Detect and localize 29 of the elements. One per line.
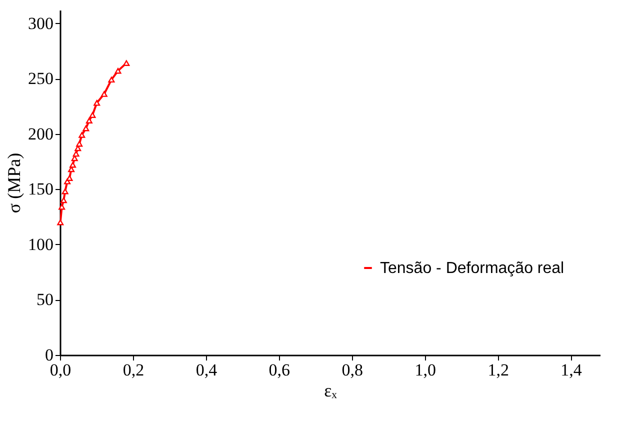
x-tick-label: 1,0: [414, 360, 436, 380]
x-tick-label: 1,4: [560, 360, 582, 380]
y-tick-label: 100: [28, 234, 54, 254]
point: [123, 60, 130, 66]
y-tick-label: 200: [28, 124, 54, 144]
point: [72, 150, 80, 157]
point: [100, 91, 108, 97]
x-axis-title: εₓ: [324, 380, 338, 400]
point: [86, 118, 92, 124]
point: [78, 132, 86, 138]
x-tick-label: 0,4: [196, 360, 218, 380]
point: [114, 68, 122, 74]
y-tick-label: 150: [28, 180, 54, 199]
point: [82, 125, 90, 132]
point: [108, 76, 115, 83]
legend-label: Tensão - Deformação real: [380, 260, 564, 277]
x-tick-label: 0,8: [342, 360, 364, 380]
y-axis-title: σ (MPa): [4, 152, 24, 214]
point: [89, 112, 96, 118]
point: [66, 175, 73, 181]
y-tick-label: 250: [28, 69, 54, 88]
point: [94, 100, 100, 106]
y-tick-label: 50: [36, 290, 54, 310]
point: [70, 162, 76, 168]
x-tick-label: 0,6: [268, 360, 290, 380]
point: [76, 140, 83, 147]
x-tick-label: 1,2: [488, 360, 509, 380]
x-tick-label: 0,2: [122, 360, 144, 380]
y-tick-label: 300: [28, 14, 54, 33]
